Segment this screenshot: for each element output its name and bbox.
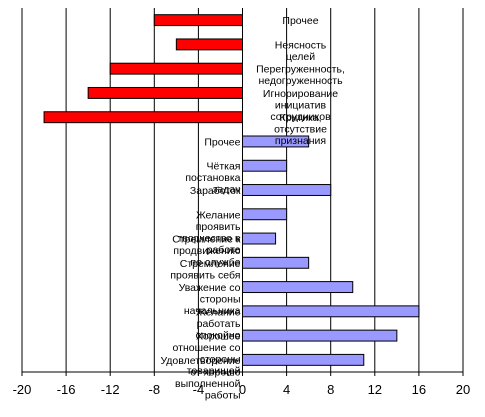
category-label-3: Игнорирование инициатив сотрудников	[263, 88, 338, 123]
category-label-13: Хорошее отношение со стороны товарищей	[173, 331, 241, 378]
category-label-11: Уважение со стороны начальника	[179, 282, 241, 317]
category-label-0: Прочее	[282, 15, 318, 27]
bar-1	[175, 38, 244, 51]
bar-2	[109, 62, 243, 75]
category-label-2: Перегруженность, недогруженность	[256, 64, 345, 88]
x-tick-label-7: 8	[327, 382, 334, 397]
category-label-8: Желание проявить творчество в работе	[178, 209, 241, 256]
category-label-1: Неясность целей	[275, 39, 327, 63]
category-label-9: Стремление к продвижению по службе	[172, 234, 241, 269]
x-tick-label-3: -8	[149, 382, 161, 397]
category-label-5: Прочее	[204, 136, 240, 148]
category-label-12: Желание работать спокойно	[196, 306, 241, 341]
x-tick-label-0: -20	[13, 382, 32, 397]
x-tick-label-1: -16	[57, 382, 76, 397]
bar-0	[153, 14, 243, 27]
category-label-10: Стремление проявить себя	[170, 258, 240, 282]
x-tick-label-8: 12	[368, 382, 382, 397]
x-axis: -20 -16 -12 -8 -4 0 4 8 12 16 20	[13, 371, 470, 397]
x-tick-label-4: -4	[193, 382, 205, 397]
x-tick-label-9: 16	[412, 382, 426, 397]
bars	[43, 14, 420, 366]
bar-7	[242, 184, 332, 196]
bar-10	[242, 256, 310, 269]
bar-11	[242, 281, 354, 294]
x-tick-label-2: -12	[101, 382, 120, 397]
bar-14	[242, 353, 365, 366]
x-tick-label-10: 20	[456, 382, 470, 397]
bar-5	[242, 135, 310, 148]
bar-6	[242, 159, 288, 172]
bar-8	[242, 208, 288, 221]
x-tick-label-6: 4	[283, 382, 290, 397]
bar-4	[43, 111, 243, 124]
bar-13	[242, 329, 398, 342]
category-label-4: Критика, отсутствие признания	[274, 112, 327, 147]
bar-9	[242, 232, 277, 245]
x-tick-label-5: 0	[239, 382, 246, 397]
category-label-7: Заработок	[190, 185, 241, 197]
bar-12	[242, 305, 420, 318]
category-label-6: Чёткая постановка задач	[185, 161, 240, 196]
bar-3	[87, 86, 244, 99]
